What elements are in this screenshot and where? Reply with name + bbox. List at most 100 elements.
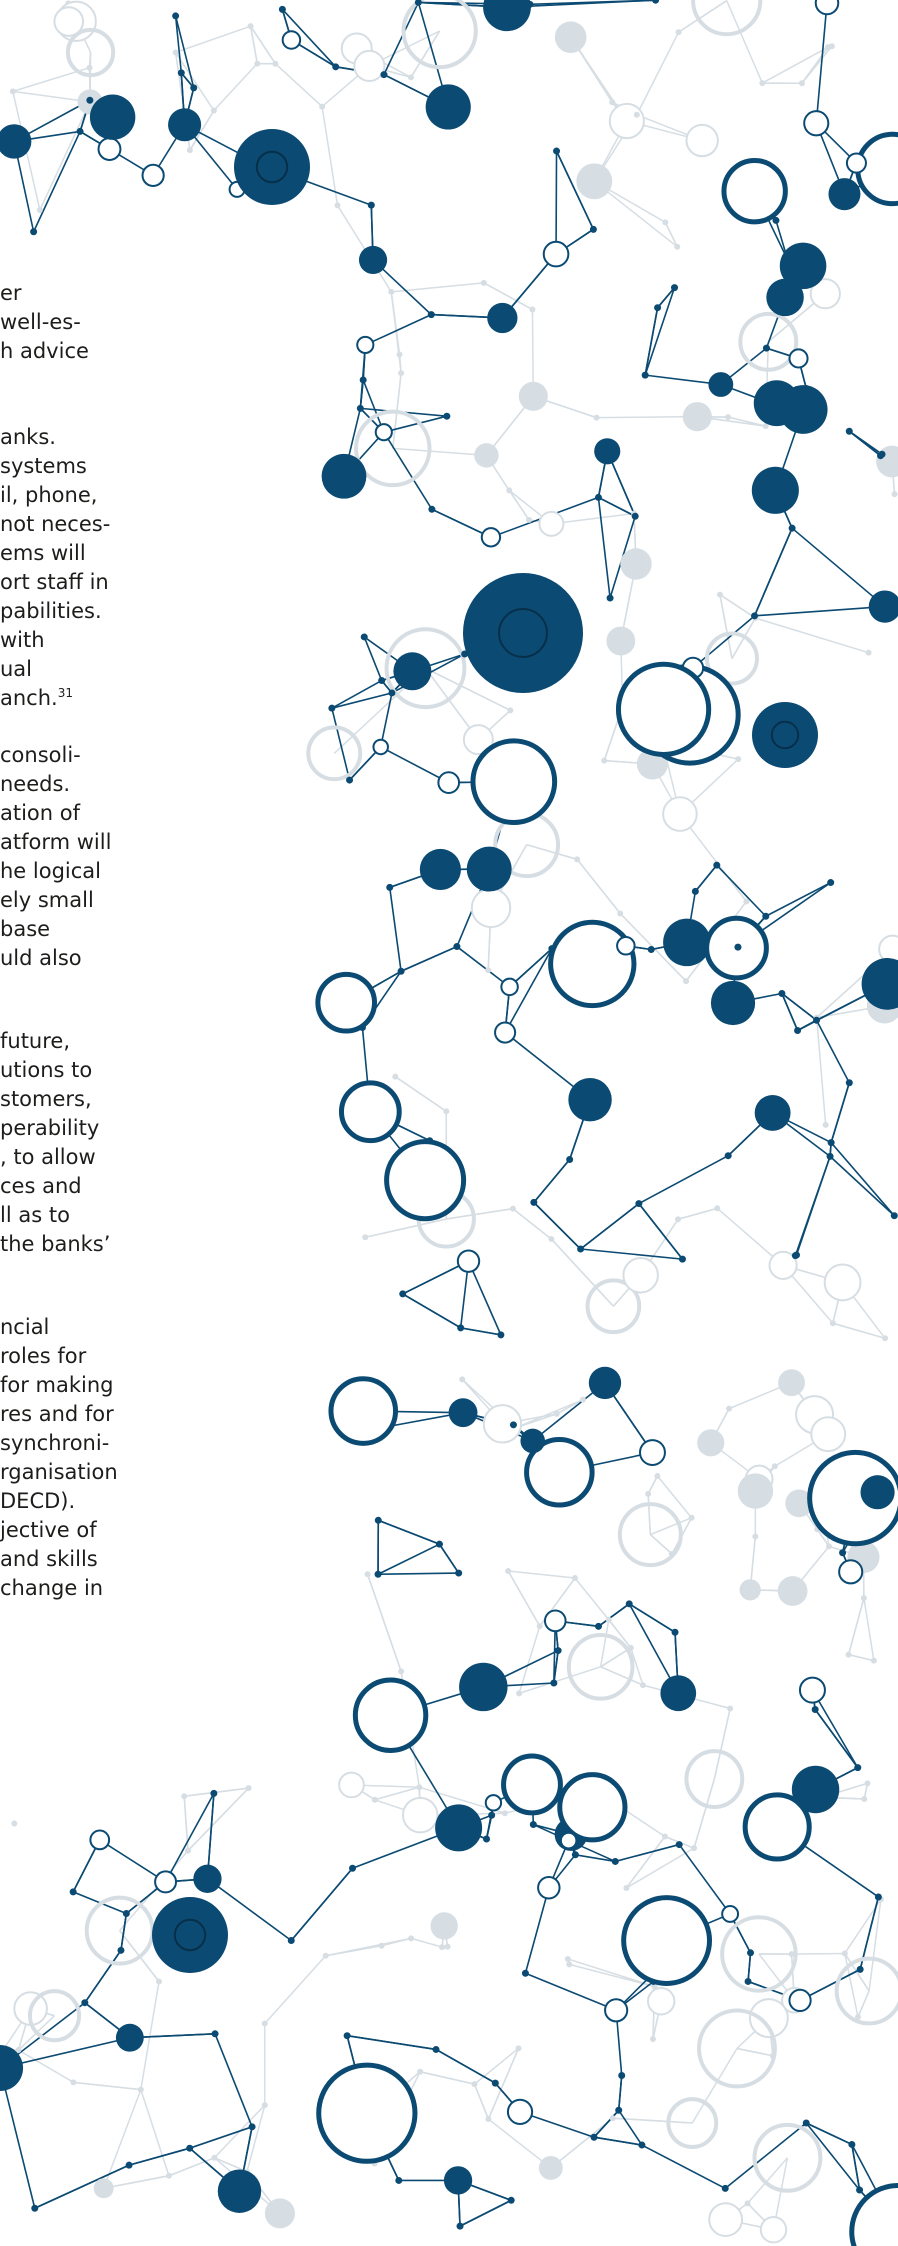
line-text: roles for [0,1344,86,1368]
text-line: rganisation [0,1458,118,1487]
node-dot-light [392,1074,398,1080]
node-dot [526,1,533,8]
node-dot [190,84,197,91]
network-edge [384,2,418,74]
network-edge [795,1156,830,1255]
text-line: change in [0,1574,118,1603]
node-dot [846,1079,853,1086]
node-filled [520,1429,545,1454]
line-text: il, phone, [0,483,97,507]
node-dot [722,2185,729,2192]
node-dot-light [485,2116,491,2122]
node-dot [626,1600,633,1607]
node-dot-light [398,370,404,376]
node-dot-light [416,1784,422,1790]
network-edge [650,1535,672,1554]
network-edge [420,2072,474,2084]
node-dot-light [565,1956,571,1962]
network-edge [594,2137,642,2145]
node-dot [395,2177,402,2184]
node-dot-light [471,2081,477,2087]
paragraph: anks.systemsil, phone,not neces-ems will… [0,423,110,713]
network-edge [474,2084,488,2119]
node-dot-light [566,1961,572,1967]
node-filled [708,372,733,397]
network-edge [332,681,382,709]
node-hollow [99,138,121,160]
text-line: ces and [0,1172,110,1201]
node-dot [652,0,659,4]
network-edge [487,1815,492,1839]
network-edge [575,1578,609,1620]
node-hollow-light [648,1988,674,2014]
node-dot [879,451,886,458]
paragraph: consoli-needs.ation ofatform willhe logi… [0,741,111,973]
node-dot-light [443,1108,449,1114]
node-hollow [508,2100,532,2124]
node-dot [615,2107,622,2114]
node-dot [635,1200,642,1207]
node-dot [357,405,364,412]
node-dot [548,945,555,952]
node-dot-light [725,414,731,420]
network-edge [275,64,322,107]
network-edge [695,865,716,891]
node-hollow-light [339,1773,364,1798]
network-edge [401,947,457,972]
node-filled [420,849,461,890]
network-edge [40,102,90,210]
node-dot [553,148,560,155]
line-text: atform will [0,830,111,854]
node-dot [77,128,84,135]
network-edge [326,1938,411,1955]
node-dot-light [892,491,898,497]
line-text: uld also [0,946,82,970]
node-dot [210,1790,217,1797]
node-hollow [438,772,459,793]
node-dot-light [861,1595,867,1601]
node-dot [803,2119,810,2126]
node-dot-light [262,2102,268,2108]
node-dot-light [846,1652,852,1658]
node-hollow-light [761,2217,786,2242]
node-hollow [90,1831,109,1850]
network-edge [577,859,620,913]
node-dot-light [537,1623,543,1629]
node-dot-light [654,1473,660,1479]
network-edge [381,747,449,783]
page: {"paragraphs": [ {"lines": ["er", "well-… [0,0,898,2246]
node-hollow-light [709,2203,742,2236]
network-edge [141,2090,169,2176]
node-dot-light [323,1953,329,1959]
line-text: ces and [0,1174,82,1198]
line-text: res and for [0,1402,114,1426]
node-dot [745,1978,752,1985]
node-filled [168,108,201,141]
node-ring [504,1756,561,1813]
text-line: and skills [0,1545,118,1574]
node-dot [555,1647,562,1654]
node-dot [591,2134,598,2141]
node-dot [789,525,796,532]
line-text: h advice [0,339,89,363]
node-ring [618,664,708,754]
node-filled [359,246,387,274]
node-dot-light [726,1406,732,1412]
node-hollow-light [54,7,83,36]
node-hollow [538,1877,559,1898]
node-hollow [544,242,569,267]
node-dot [178,69,185,76]
line-text: ncial [0,1315,49,1339]
node-dot-light [689,1515,695,1521]
paragraph: future,utions tostomers,perability, to a… [0,1027,110,1259]
network-edge [368,1574,402,1671]
line-text: synchroni- [0,1431,109,1455]
node-dot-light [505,1568,511,1574]
network-edge [858,1991,869,2017]
node-hollow [283,31,300,48]
node-hollow [789,349,807,367]
node-light [697,1429,724,1456]
node-ring [852,2185,898,2246]
network-edge [581,1249,683,1259]
node-dot [483,1836,490,1843]
